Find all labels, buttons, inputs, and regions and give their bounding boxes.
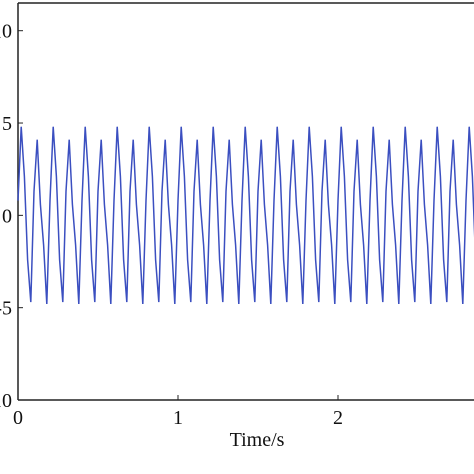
y-tick-label: 10 xyxy=(0,21,12,43)
y-tick-label: -5 xyxy=(0,298,12,320)
y-tick-label: -10 xyxy=(0,390,12,412)
y-tick-label: 0 xyxy=(2,205,12,227)
x-tick-label: 2 xyxy=(333,407,343,429)
line-series xyxy=(17,126,474,305)
x-tick-label: 1 xyxy=(173,407,183,429)
x-axis-label: Time/s xyxy=(230,429,285,451)
x-tick-label: 0 xyxy=(13,407,23,429)
y-tick-label: 5 xyxy=(2,113,12,135)
